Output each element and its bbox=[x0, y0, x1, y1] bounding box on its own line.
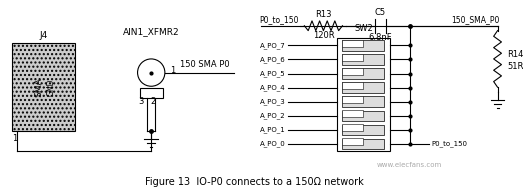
Text: SW2: SW2 bbox=[354, 24, 373, 33]
Bar bbox=[343, 68, 384, 79]
Text: 6.8nF: 6.8nF bbox=[369, 33, 392, 42]
Bar bbox=[343, 97, 384, 107]
Text: A_PO_3: A_PO_3 bbox=[260, 98, 286, 105]
Text: SMA: SMA bbox=[34, 77, 43, 97]
Bar bbox=[343, 40, 363, 47]
Text: P0_to_150: P0_to_150 bbox=[431, 140, 467, 147]
Text: 150 SMA P0: 150 SMA P0 bbox=[180, 60, 230, 69]
Bar bbox=[343, 125, 384, 135]
Bar bbox=[343, 54, 384, 65]
Text: A_PO_5: A_PO_5 bbox=[260, 70, 286, 77]
Bar bbox=[343, 82, 384, 93]
Text: 150_SMA_P0: 150_SMA_P0 bbox=[451, 15, 499, 24]
Text: A_PO_4: A_PO_4 bbox=[260, 84, 286, 91]
Text: A_PO_2: A_PO_2 bbox=[260, 112, 286, 119]
Bar bbox=[343, 82, 363, 89]
Bar bbox=[12, 43, 75, 131]
Text: R14: R14 bbox=[507, 50, 523, 59]
Bar bbox=[343, 54, 363, 61]
Bar bbox=[343, 138, 363, 145]
Text: A_PO_7: A_PO_7 bbox=[260, 42, 286, 49]
Bar bbox=[343, 110, 363, 117]
Text: AIN1_XFMR2: AIN1_XFMR2 bbox=[123, 27, 179, 36]
Text: 2: 2 bbox=[151, 97, 156, 106]
Text: A_PO_6: A_PO_6 bbox=[260, 56, 286, 63]
Bar bbox=[337, 38, 390, 151]
Text: 1: 1 bbox=[12, 134, 17, 143]
Text: 1: 1 bbox=[170, 66, 175, 75]
Bar bbox=[343, 111, 384, 121]
Text: P0_to_150: P0_to_150 bbox=[259, 15, 299, 24]
Text: Figure 13  IO-P0 connects to a 150Ω network: Figure 13 IO-P0 connects to a 150Ω netwo… bbox=[145, 177, 364, 187]
Text: GND: GND bbox=[47, 79, 56, 96]
Bar bbox=[343, 40, 384, 50]
Text: R13: R13 bbox=[315, 10, 332, 19]
Bar bbox=[343, 96, 363, 103]
Text: J4: J4 bbox=[39, 31, 48, 40]
Bar bbox=[343, 68, 363, 75]
Bar bbox=[343, 124, 363, 131]
Text: C5: C5 bbox=[375, 8, 386, 17]
Text: 3: 3 bbox=[139, 97, 144, 106]
Text: 51R: 51R bbox=[507, 62, 523, 71]
Bar bbox=[343, 139, 384, 149]
Text: www.elecfans.com: www.elecfans.com bbox=[377, 162, 442, 168]
Text: A_PO_1: A_PO_1 bbox=[260, 126, 286, 133]
Bar bbox=[140, 88, 163, 98]
Text: A_PO_0: A_PO_0 bbox=[260, 140, 286, 147]
Text: 120R: 120R bbox=[313, 31, 334, 40]
